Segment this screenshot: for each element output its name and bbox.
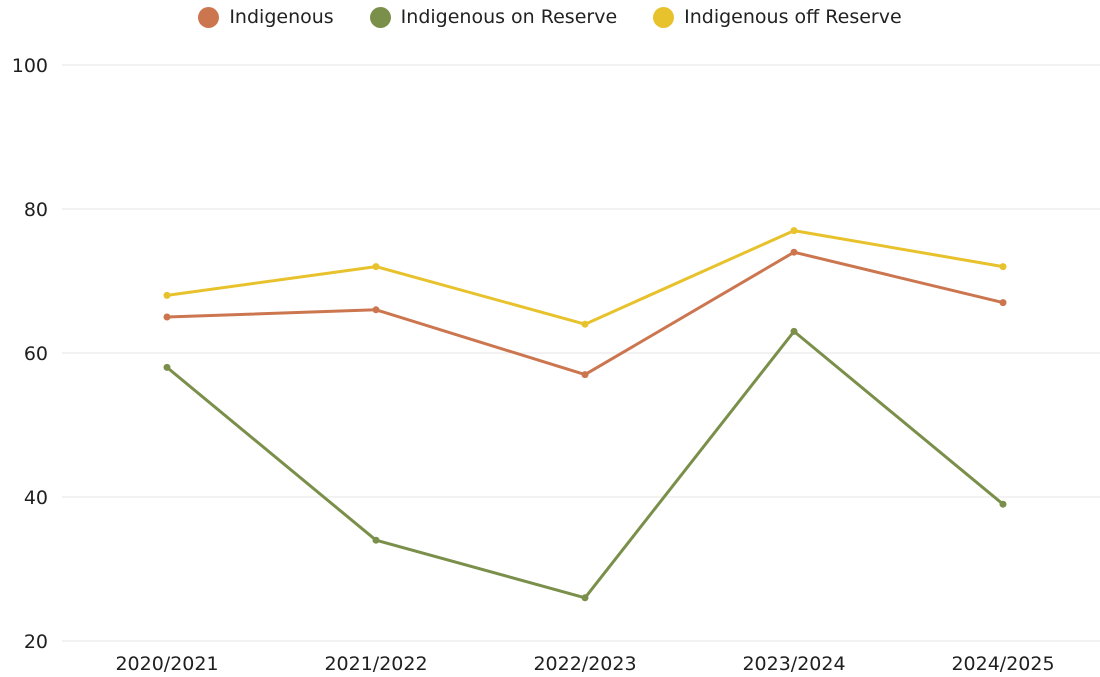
series-indigenous-on-reserve <box>163 327 1007 602</box>
legend-label-indigenous-on-reserve: Indigenous on Reserve <box>400 6 618 28</box>
legend-label-indigenous-off-reserve: Indigenous off Reserve <box>684 6 902 28</box>
series-indigenous-off-reserve <box>163 227 1007 328</box>
data-point-indigenous-off-reserve[interactable] <box>581 320 589 328</box>
data-point-indigenous-on-reserve[interactable] <box>163 363 171 371</box>
data-point-indigenous[interactable] <box>790 248 798 256</box>
data-point-indigenous-on-reserve[interactable] <box>372 536 380 544</box>
data-point-indigenous[interactable] <box>581 371 589 379</box>
legend-swatch-indigenous-on-reserve <box>369 6 391 28</box>
legend-item-indigenous[interactable]: Indigenous <box>198 6 334 28</box>
x-tick-label: 2024/2025 <box>951 653 1054 675</box>
legend-swatch-indigenous <box>198 6 220 28</box>
data-point-indigenous-on-reserve[interactable] <box>999 500 1007 508</box>
x-tick-label: 2023/2024 <box>742 653 845 675</box>
y-tick-label: 20 <box>24 631 48 653</box>
y-tick-label: 60 <box>24 343 48 365</box>
y-tick-label: 80 <box>24 199 48 221</box>
data-point-indigenous-on-reserve[interactable] <box>581 594 589 602</box>
series-indigenous <box>163 248 1007 379</box>
data-point-indigenous-on-reserve[interactable] <box>790 327 798 335</box>
series-line-indigenous-off-reserve <box>165 229 1005 326</box>
x-axis: 2020/2021 2021/2022 2022/2023 2023/2024 2024… <box>115 653 1054 675</box>
legend-swatch-indigenous-off-reserve <box>653 6 675 28</box>
legend-item-indigenous-off-reserve[interactable]: Indigenous off Reserve <box>653 6 902 28</box>
y-tick-label: 40 <box>24 487 48 509</box>
legend-item-indigenous-on-reserve[interactable]: Indigenous on Reserve <box>369 6 618 28</box>
series-group <box>163 227 1007 602</box>
gridlines <box>62 64 1100 642</box>
series-line-indigenous <box>165 250 1005 377</box>
data-point-indigenous-off-reserve[interactable] <box>790 227 798 235</box>
data-point-indigenous-off-reserve[interactable] <box>372 263 380 271</box>
data-point-indigenous[interactable] <box>372 306 380 314</box>
data-point-indigenous-off-reserve[interactable] <box>999 263 1007 271</box>
y-tick-label: 100 <box>12 55 48 77</box>
data-point-indigenous[interactable] <box>999 299 1007 307</box>
legend-label-indigenous: Indigenous <box>229 6 334 28</box>
x-tick-label: 2020/2021 <box>115 653 218 675</box>
x-tick-label: 2021/2022 <box>324 653 427 675</box>
y-axis: 20 40 60 80 100 <box>12 55 48 653</box>
x-tick-label: 2022/2023 <box>533 653 636 675</box>
data-point-indigenous-off-reserve[interactable] <box>163 291 171 299</box>
chart-legend: Indigenous Indigenous on Reserve Indigen… <box>0 6 1100 28</box>
data-point-indigenous[interactable] <box>163 313 171 321</box>
